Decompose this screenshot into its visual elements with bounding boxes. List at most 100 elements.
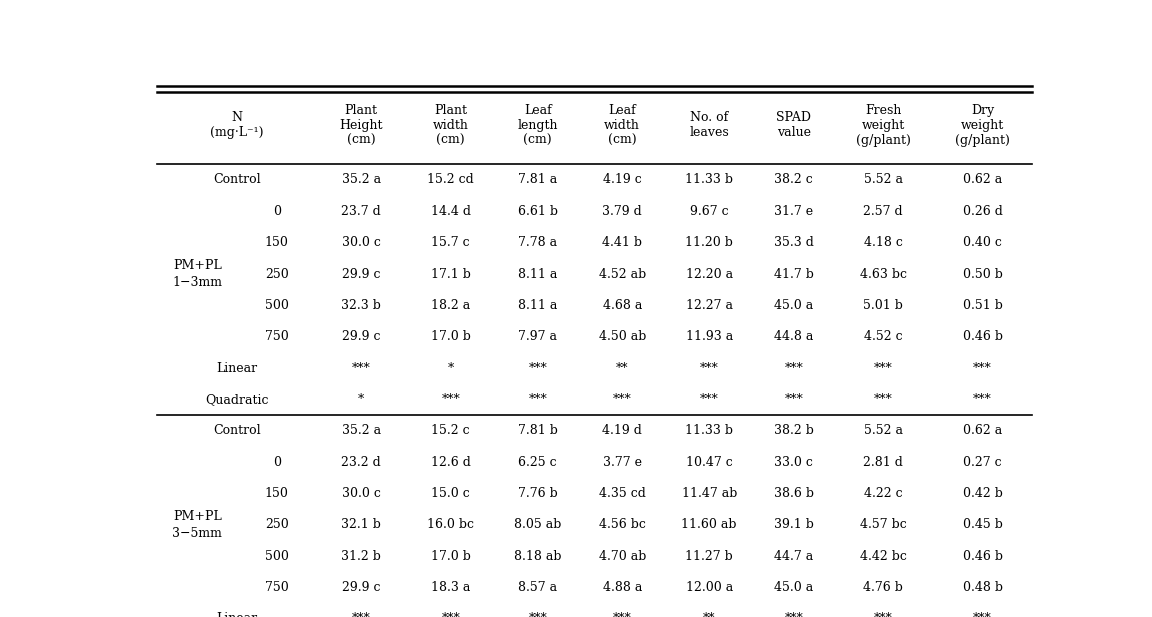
Text: 30.0 c: 30.0 c — [342, 236, 380, 249]
Text: 3.77 e: 3.77 e — [602, 456, 642, 469]
Text: 0.45 b: 0.45 b — [963, 518, 1002, 531]
Text: ***: *** — [973, 362, 992, 375]
Text: 12.27 a: 12.27 a — [685, 299, 733, 312]
Text: 0.46 b: 0.46 b — [963, 550, 1002, 563]
Text: ***: *** — [529, 393, 547, 406]
Text: 4.35 cd: 4.35 cd — [599, 487, 645, 500]
Text: 32.1 b: 32.1 b — [341, 518, 381, 531]
Text: 0.50 b: 0.50 b — [963, 268, 1002, 281]
Text: Control: Control — [213, 424, 260, 437]
Text: 23.7 d: 23.7 d — [341, 205, 381, 218]
Text: 16.0 bc: 16.0 bc — [427, 518, 475, 531]
Text: N
(mg·L⁻¹): N (mg·L⁻¹) — [210, 111, 264, 139]
Text: ***: *** — [613, 393, 631, 406]
Text: ***: *** — [785, 362, 803, 375]
Text: 4.76 b: 4.76 b — [863, 581, 903, 594]
Text: *: * — [448, 362, 454, 375]
Text: 250: 250 — [265, 268, 289, 281]
Text: 0: 0 — [273, 205, 281, 218]
Text: 39.1 b: 39.1 b — [774, 518, 813, 531]
Text: 8.11 a: 8.11 a — [518, 299, 558, 312]
Text: 4.88 a: 4.88 a — [602, 581, 642, 594]
Text: 11.20 b: 11.20 b — [685, 236, 733, 249]
Text: 33.0 c: 33.0 c — [774, 456, 813, 469]
Text: ***: *** — [351, 362, 371, 375]
Text: 29.9 c: 29.9 c — [342, 268, 380, 281]
Text: 15.2 c: 15.2 c — [431, 424, 470, 437]
Text: 18.2 a: 18.2 a — [431, 299, 470, 312]
Text: 0.26 d: 0.26 d — [963, 205, 1002, 218]
Text: 38.2 c: 38.2 c — [774, 173, 813, 186]
Text: 4.63 bc: 4.63 bc — [859, 268, 907, 281]
Text: 31.7 e: 31.7 e — [774, 205, 813, 218]
Text: 0.62 a: 0.62 a — [963, 173, 1002, 186]
Text: 4.57 bc: 4.57 bc — [859, 518, 907, 531]
Text: 38.6 b: 38.6 b — [774, 487, 813, 500]
Text: 0: 0 — [273, 456, 281, 469]
Text: 44.7 a: 44.7 a — [774, 550, 813, 563]
Text: 3−5mm: 3−5mm — [173, 527, 222, 540]
Text: 500: 500 — [265, 550, 289, 563]
Text: 0.27 c: 0.27 c — [963, 456, 1002, 469]
Text: 35.3 d: 35.3 d — [774, 236, 813, 249]
Text: 4.22 c: 4.22 c — [864, 487, 902, 500]
Text: 12.20 a: 12.20 a — [685, 268, 733, 281]
Text: 8.57 a: 8.57 a — [518, 581, 558, 594]
Text: 14.4 d: 14.4 d — [431, 205, 471, 218]
Text: 150: 150 — [265, 236, 289, 249]
Text: Dry
weight
(g/plant): Dry weight (g/plant) — [955, 104, 1010, 147]
Text: 7.78 a: 7.78 a — [518, 236, 558, 249]
Text: Quadratic: Quadratic — [205, 393, 268, 406]
Text: 750: 750 — [265, 581, 289, 594]
Text: 2.57 d: 2.57 d — [863, 205, 903, 218]
Text: Leaf
length
(cm): Leaf length (cm) — [517, 104, 558, 147]
Text: 1−3mm: 1−3mm — [172, 276, 222, 289]
Text: 6.25 c: 6.25 c — [518, 456, 558, 469]
Text: Plant
width
(cm): Plant width (cm) — [433, 104, 469, 147]
Text: 500: 500 — [265, 299, 289, 312]
Text: PM+PL: PM+PL — [173, 259, 221, 271]
Text: ***: *** — [973, 393, 992, 406]
Text: 150: 150 — [265, 487, 289, 500]
Text: 4.56 bc: 4.56 bc — [599, 518, 645, 531]
Text: 7.81 a: 7.81 a — [518, 173, 558, 186]
Text: 250: 250 — [265, 518, 289, 531]
Text: ***: *** — [441, 613, 460, 617]
Text: 7.76 b: 7.76 b — [517, 487, 558, 500]
Text: 35.2 a: 35.2 a — [342, 173, 381, 186]
Text: 0.46 b: 0.46 b — [963, 330, 1002, 343]
Text: 23.2 d: 23.2 d — [341, 456, 381, 469]
Text: Leaf
width
(cm): Leaf width (cm) — [605, 104, 641, 147]
Text: 12.00 a: 12.00 a — [685, 581, 733, 594]
Text: 15.7 c: 15.7 c — [431, 236, 470, 249]
Text: 9.67 c: 9.67 c — [690, 205, 728, 218]
Text: 11.33 b: 11.33 b — [685, 173, 733, 186]
Text: 4.19 c: 4.19 c — [602, 173, 642, 186]
Text: 31.2 b: 31.2 b — [341, 550, 381, 563]
Text: 4.68 a: 4.68 a — [602, 299, 642, 312]
Text: ***: *** — [874, 362, 893, 375]
Text: 11.60 ab: 11.60 ab — [682, 518, 737, 531]
Text: ***: *** — [874, 393, 893, 406]
Text: 0.62 a: 0.62 a — [963, 424, 1002, 437]
Text: 45.0 a: 45.0 a — [774, 299, 813, 312]
Text: 7.81 b: 7.81 b — [517, 424, 558, 437]
Text: 4.19 d: 4.19 d — [602, 424, 642, 437]
Text: Plant
Height
(cm): Plant Height (cm) — [340, 104, 382, 147]
Text: No. of
leaves: No. of leaves — [689, 111, 729, 139]
Text: 8.11 a: 8.11 a — [518, 268, 558, 281]
Text: 4.52 ab: 4.52 ab — [599, 268, 646, 281]
Text: ***: *** — [699, 362, 719, 375]
Text: ***: *** — [785, 393, 803, 406]
Text: 17.0 b: 17.0 b — [431, 330, 471, 343]
Text: 45.0 a: 45.0 a — [774, 581, 813, 594]
Text: ***: *** — [441, 393, 460, 406]
Text: 29.9 c: 29.9 c — [342, 330, 380, 343]
Text: PM+PL: PM+PL — [173, 510, 221, 523]
Text: Control: Control — [213, 173, 260, 186]
Text: 11.27 b: 11.27 b — [685, 550, 733, 563]
Text: 15.0 c: 15.0 c — [431, 487, 470, 500]
Text: 4.41 b: 4.41 b — [602, 236, 642, 249]
Text: ***: *** — [529, 362, 547, 375]
Text: ***: *** — [351, 613, 371, 617]
